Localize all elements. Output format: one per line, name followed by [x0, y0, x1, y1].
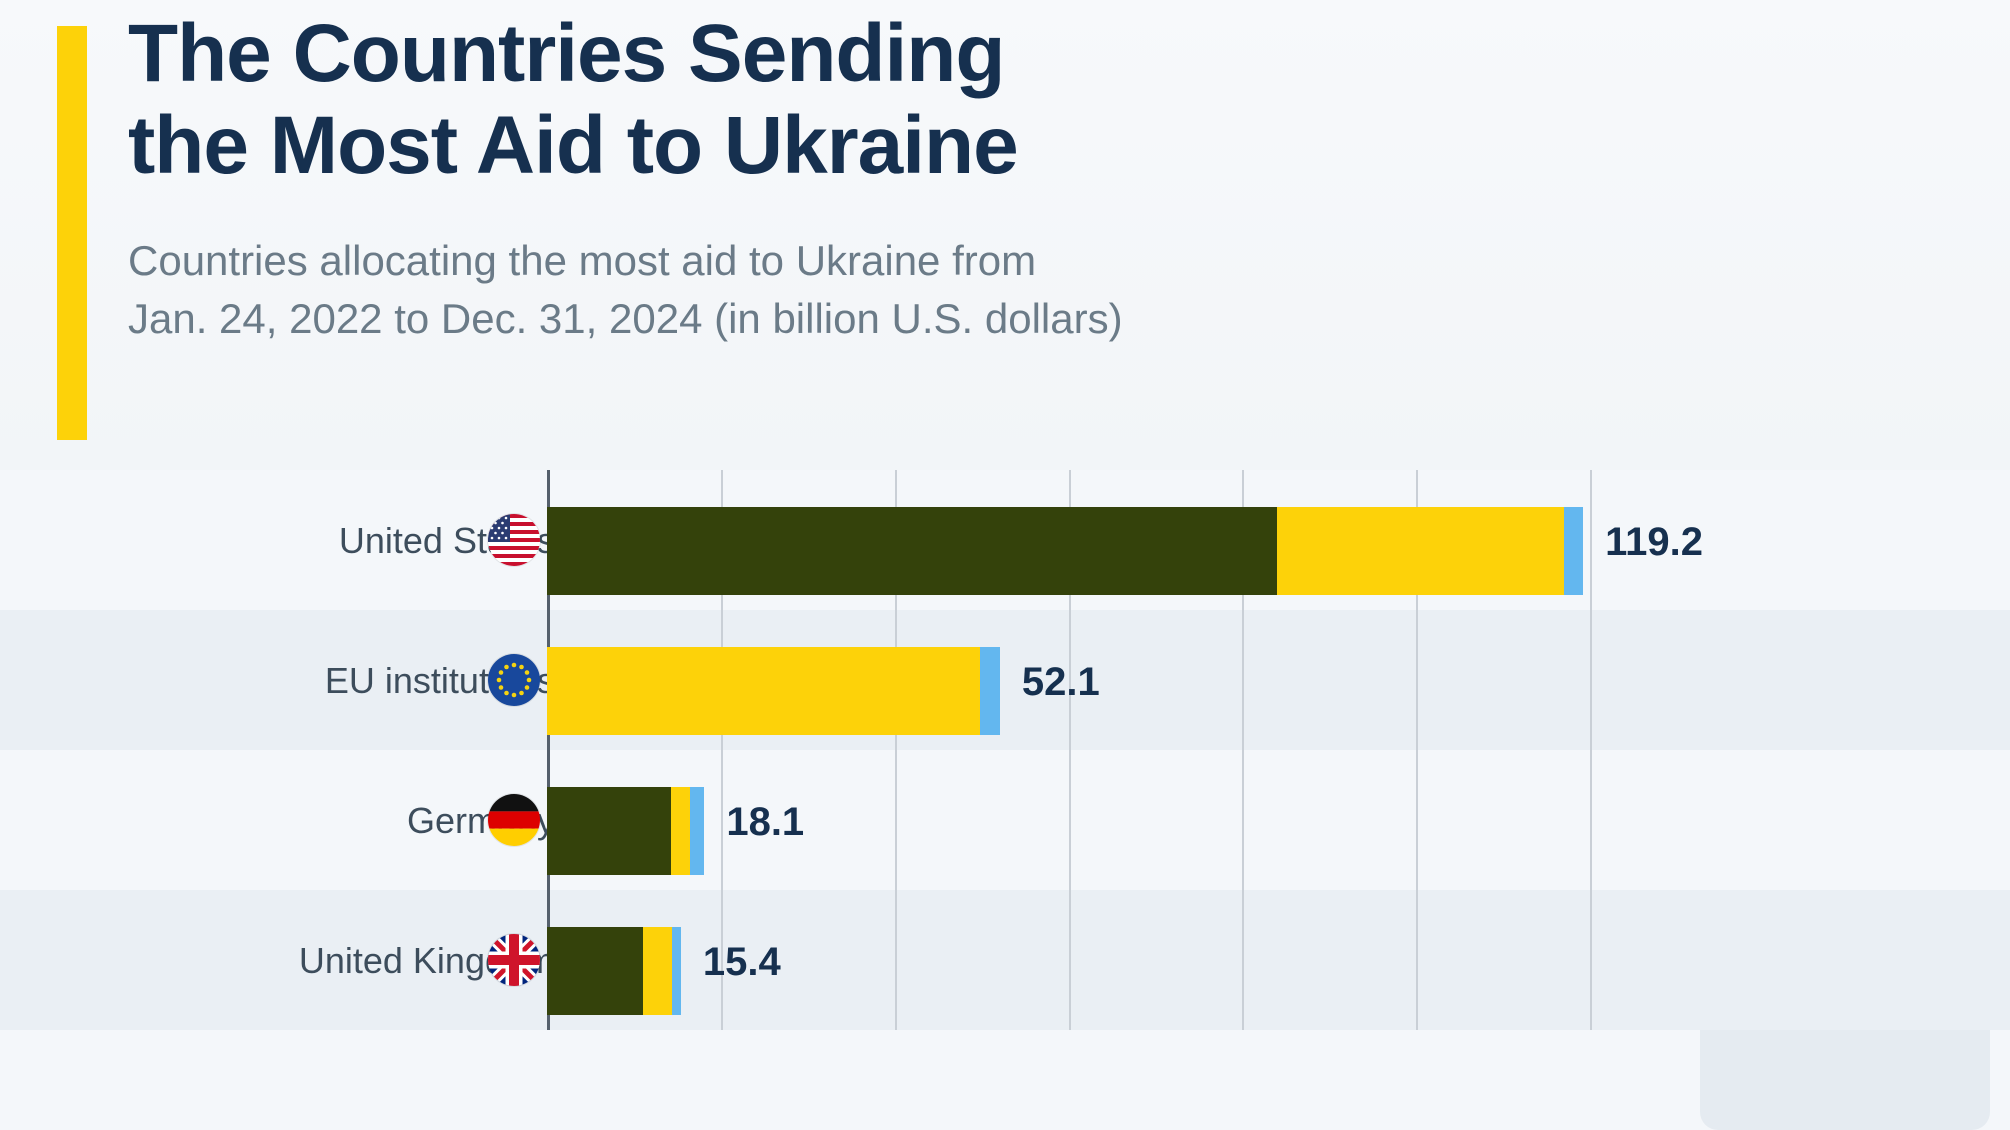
row-label-united-states: United States	[338, 520, 555, 561]
stacked-bar[interactable]	[547, 507, 1584, 595]
bar-segment-military[interactable]	[672, 927, 681, 1015]
bar-segment-military[interactable]	[690, 787, 705, 875]
bar-chart: United States 119.2 EU institutions 52.1 G…	[0, 470, 2010, 1130]
gridline	[1590, 890, 1593, 1030]
gridline	[1068, 750, 1071, 890]
table-row[interactable]: United States 119.2	[0, 470, 2010, 610]
page-subtitle: Countries allocating the most aid to Ukr…	[128, 232, 1628, 348]
gridline	[1242, 890, 1245, 1030]
gridline	[1590, 610, 1593, 750]
bar-segment-financial[interactable]	[547, 927, 644, 1015]
table-row[interactable]: United Kingdom 15.4	[0, 890, 2010, 1030]
header: The Countries Sending the Most Aid to Uk…	[0, 0, 2010, 470]
gridline	[1416, 610, 1419, 750]
gridline	[1068, 890, 1071, 1030]
eu-flag-icon	[488, 654, 540, 706]
stacked-bar[interactable]	[547, 787, 705, 875]
plot-area: 18.1	[547, 750, 1677, 890]
page-title: The Countries Sending the Most Aid to Uk…	[128, 8, 1578, 192]
bar-value-label: 52.1	[1021, 660, 1100, 704]
bar-value-label: 15.4	[702, 940, 781, 984]
stacked-bar[interactable]	[547, 927, 681, 1015]
gridline	[894, 890, 897, 1030]
plot-area: 52.1	[547, 610, 1677, 750]
plot-area: 119.2	[547, 470, 1703, 610]
de-flag-icon	[488, 794, 540, 846]
us-flag-icon	[488, 514, 540, 566]
row-label-germany: Germany	[406, 800, 555, 841]
gridline	[720, 750, 723, 890]
gridline	[1590, 750, 1593, 890]
table-row[interactable]: Germany 18.1	[0, 750, 2010, 890]
bar-segment-financial[interactable]	[547, 507, 1278, 595]
bar-segment-military[interactable]	[979, 647, 1000, 735]
bar-segment-humanitarian[interactable]	[1277, 507, 1564, 595]
title-line-2: the Most Aid to Ukraine	[128, 100, 1019, 191]
bar-segment-humanitarian[interactable]	[547, 647, 980, 735]
gridline	[1416, 890, 1419, 1030]
title-line-1: The Countries Sending	[128, 8, 1005, 99]
subtitle-line-2: Jan. 24, 2022 to Dec. 31, 2024 (in billi…	[128, 295, 1123, 342]
gridline	[1416, 750, 1419, 890]
accent-bar	[57, 26, 87, 440]
gridline	[720, 890, 723, 1030]
gridline	[1068, 610, 1071, 750]
bar-value-label: 18.1	[726, 800, 805, 844]
stacked-bar[interactable]	[547, 647, 1000, 735]
gridline	[1242, 750, 1245, 890]
gridline	[1242, 610, 1245, 750]
bar-segment-humanitarian[interactable]	[643, 927, 673, 1015]
gb-flag-icon	[488, 934, 540, 986]
bar-segment-military[interactable]	[1563, 507, 1584, 595]
bar-value-label: 119.2	[1605, 520, 1703, 564]
table-row[interactable]: EU institutions 52.1	[0, 610, 2010, 750]
gridline	[1590, 470, 1593, 610]
plot-area: 15.4	[547, 890, 1677, 1030]
bar-segment-humanitarian[interactable]	[671, 787, 691, 875]
row-label-eu-institutions: EU institutions	[324, 660, 555, 701]
gridline	[894, 750, 897, 890]
row-label-united-kingdom: United Kingdom	[298, 940, 555, 981]
bar-segment-financial[interactable]	[547, 787, 672, 875]
subtitle-line-1: Countries allocating the most aid to Ukr…	[128, 237, 1037, 284]
